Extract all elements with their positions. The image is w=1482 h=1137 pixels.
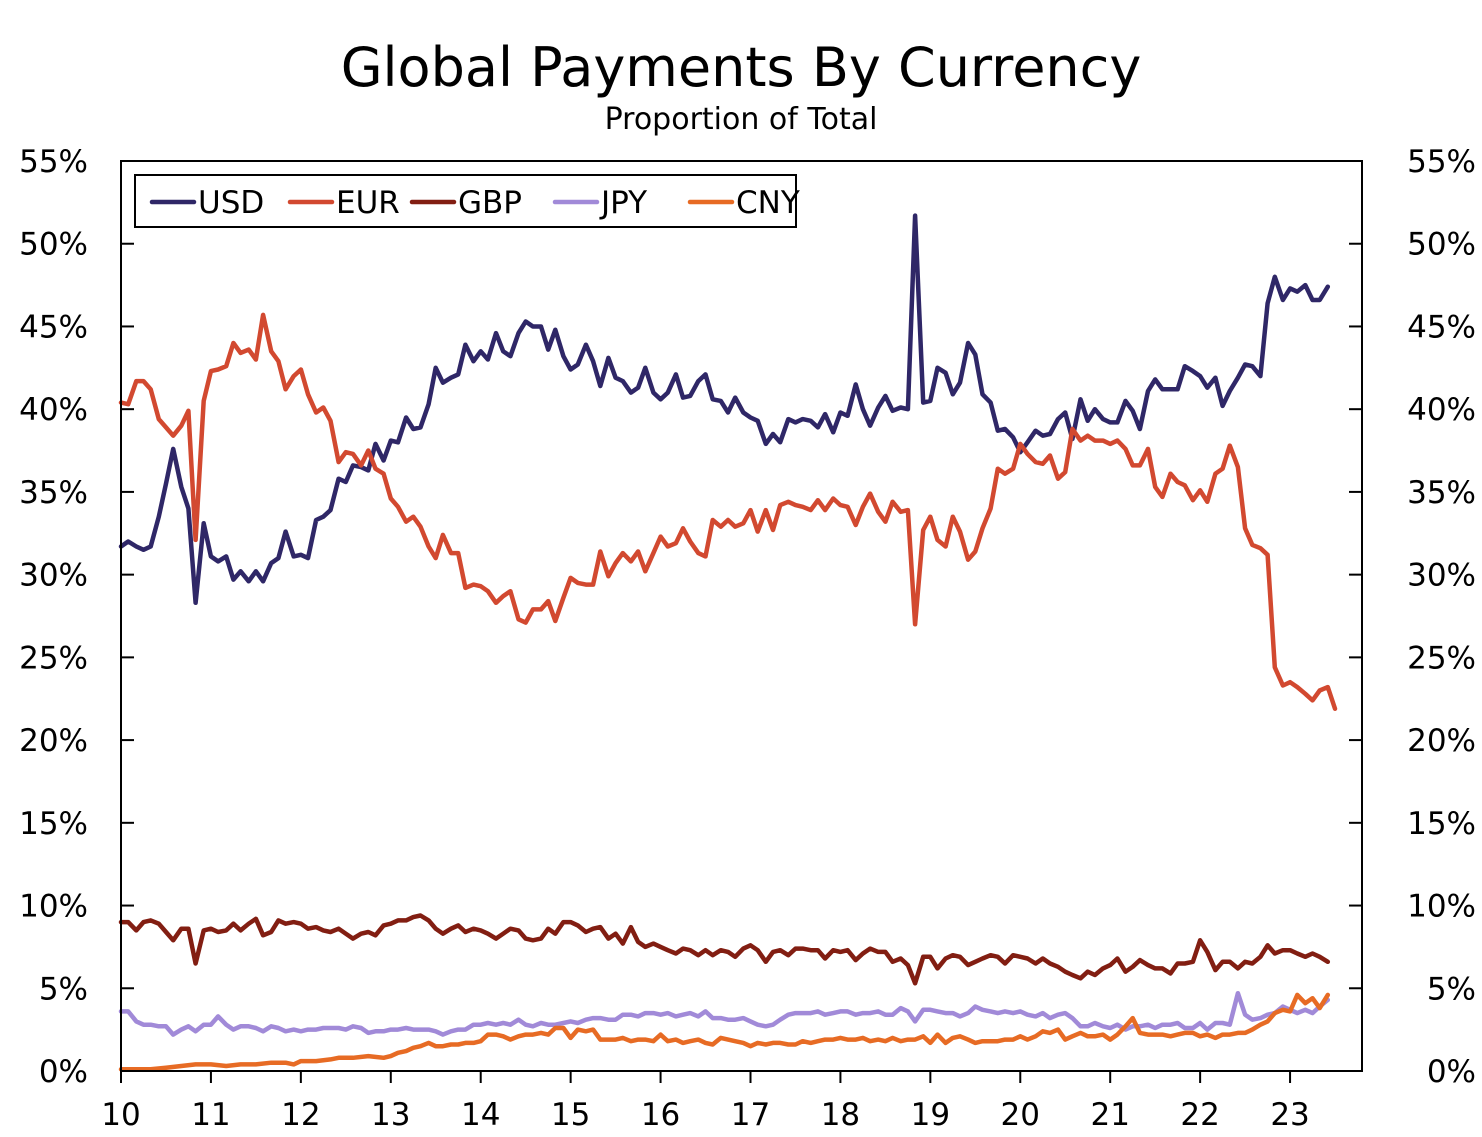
y-tick-label-left: 50% (19, 227, 88, 263)
x-tick-label: 22 (1180, 1097, 1219, 1133)
y-tick-label-left: 55% (19, 144, 88, 180)
y-tick-label-left: 0% (39, 1054, 88, 1090)
series-line-usd (118, 213, 1331, 606)
x-tick-label: 15 (551, 1097, 590, 1133)
x-tick-label: 20 (1001, 1097, 1040, 1133)
chart-subtitle: Proportion of Total (604, 102, 878, 137)
y-tick-label-left: 25% (19, 640, 88, 676)
y-tick-label-right: 35% (1407, 475, 1476, 511)
x-tick-label: 18 (821, 1097, 860, 1133)
y-tick-label-right: 45% (1407, 309, 1476, 345)
series-line-eur (118, 312, 1338, 711)
legend-label-gbp: GBP (458, 185, 522, 221)
y-tick-label-right: 25% (1407, 640, 1476, 676)
y-tick-label-right: 55% (1407, 144, 1476, 180)
legend: USD EUR GBP JPY CNY (134, 174, 800, 228)
series-line-jpy (118, 990, 1331, 1037)
y-tick-label-left: 45% (19, 309, 88, 345)
x-tick-label: 14 (461, 1097, 500, 1133)
y-tick-label-right: 0% (1427, 1054, 1476, 1090)
x-tick-label: 13 (371, 1097, 410, 1133)
y-tick-label-left: 5% (39, 971, 88, 1007)
x-tick-label: 10 (101, 1097, 140, 1133)
x-tick-label: 12 (281, 1097, 320, 1133)
y-tick-label-right: 30% (1407, 558, 1476, 594)
legend-label-usd: USD (198, 185, 264, 221)
x-tick-label: 19 (911, 1097, 950, 1133)
y-tick-label-right: 10% (1407, 889, 1476, 925)
x-tick-label: 11 (191, 1097, 230, 1133)
legend-label-jpy: JPY (599, 185, 647, 221)
y-tick-label-right: 20% (1407, 723, 1476, 759)
legend-label-cny: CNY (736, 185, 800, 221)
series-line-cny (118, 992, 1331, 1072)
y-tick-label-left: 20% (19, 723, 88, 759)
y-tick-label-left: 35% (19, 475, 88, 511)
axes-layer: 0% 0% 5% 5% 10% 10% 15% 15% 20% 20% 25% 25% 30% 30% 35… (19, 144, 1476, 1133)
series-line-gbp (118, 913, 1331, 986)
x-tick-label: 23 (1270, 1097, 1309, 1133)
y-tick-label-left: 40% (19, 392, 88, 428)
y-tick-label-right: 15% (1407, 806, 1476, 842)
x-tick-label: 21 (1090, 1097, 1129, 1133)
x-tick-label: 16 (641, 1097, 680, 1133)
y-tick-label-right: 5% (1427, 971, 1476, 1007)
legend-label-eur: EUR (336, 185, 400, 221)
y-tick-label-left: 15% (19, 806, 88, 842)
x-tick-label: 17 (731, 1097, 770, 1133)
plot-frame (120, 160, 1363, 1072)
chart-title: Global Payments By Currency (340, 36, 1142, 99)
series-layer (118, 213, 1338, 1072)
y-tick-label-right: 40% (1407, 392, 1476, 428)
legend-box (134, 174, 797, 228)
y-tick-label-left: 30% (19, 558, 88, 594)
y-tick-label-left: 10% (19, 889, 88, 925)
y-tick-label-right: 50% (1407, 227, 1476, 263)
